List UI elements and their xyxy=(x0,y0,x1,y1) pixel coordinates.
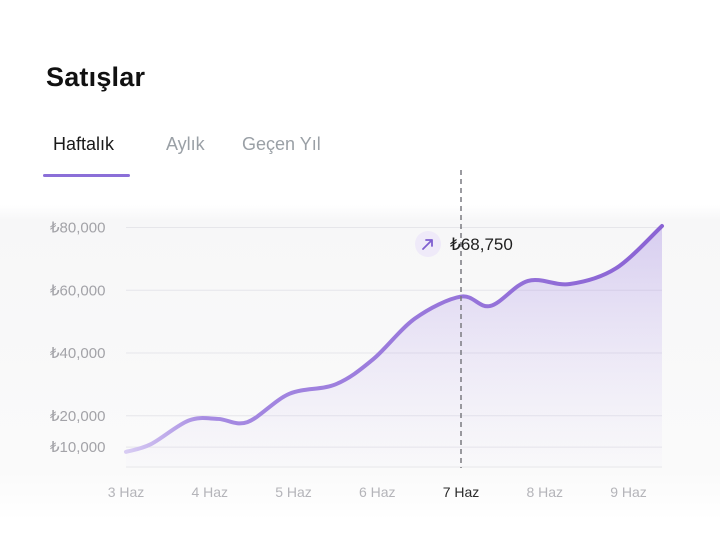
y-tick-label: ₺60,000 xyxy=(50,282,105,299)
period-tabs: Haftalık Aylık Geçen Yıl xyxy=(0,126,720,186)
y-axis-labels: ₺10,000 ₺20,000 ₺40,000 ₺60,000 ₺80,000 xyxy=(50,220,105,457)
x-tick-label: 6 Haz xyxy=(359,484,396,500)
y-tick-label: ₺20,000 xyxy=(50,408,105,425)
y-tick-label: ₺10,000 xyxy=(50,439,105,456)
y-tick-label: ₺80,000 xyxy=(50,220,105,237)
x-tick-label: 7 Haz xyxy=(443,484,480,500)
trend-up-arrow-icon xyxy=(422,239,433,250)
tooltip-value: ₺68,750 xyxy=(450,235,513,254)
x-tick-label: 9 Haz xyxy=(610,484,647,500)
x-tick-label: 5 Haz xyxy=(275,484,312,500)
page-title: Satışlar xyxy=(46,62,146,92)
x-tick-label: 8 Haz xyxy=(526,484,563,500)
x-axis-labels: 3 Haz 4 Haz 5 Haz 6 Haz 7 Haz 8 Haz 9 Haz xyxy=(108,484,647,500)
series-line xyxy=(124,223,664,454)
x-tick-label: 4 Haz xyxy=(191,484,228,500)
tab-monthly[interactable]: Aylık xyxy=(166,134,205,154)
series-area xyxy=(126,225,662,466)
tab-weekly[interactable]: Haftalık xyxy=(53,134,115,154)
x-tick-label: 3 Haz xyxy=(108,484,145,500)
active-tab-indicator xyxy=(43,174,130,177)
tab-last-year[interactable]: Geçen Yıl xyxy=(242,134,321,154)
y-tick-label: ₺40,000 xyxy=(50,345,105,362)
tooltip: ₺68,750 xyxy=(415,231,513,257)
